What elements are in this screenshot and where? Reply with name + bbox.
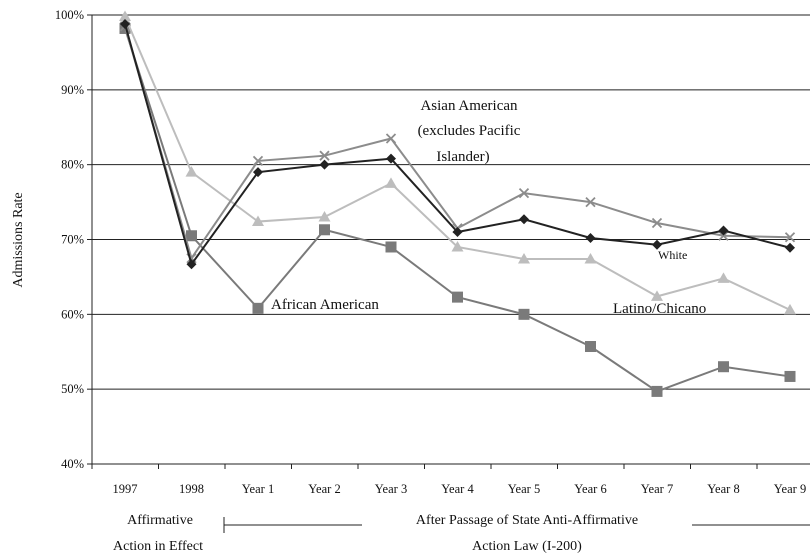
y-axis-title: Admissions Rate <box>11 192 26 287</box>
data-point <box>585 341 596 353</box>
period-after-line-1: After Passage of State Anti-Affirmative <box>416 513 638 528</box>
gridlines <box>92 14 810 390</box>
data-point <box>252 302 264 314</box>
data-point <box>252 215 264 227</box>
period-before-line-2: Action in Effect <box>113 539 203 554</box>
data-point <box>784 303 796 315</box>
x-tick-label: Year 8 <box>707 482 739 496</box>
data-point <box>253 167 263 178</box>
data-point <box>318 211 331 222</box>
data-point <box>385 133 397 144</box>
asian-label-line-1: Asian American <box>420 98 518 114</box>
data-point <box>784 370 796 382</box>
x-tick-label: Year 1 <box>242 482 274 496</box>
data-point <box>584 252 597 264</box>
data-point <box>519 214 529 225</box>
data-point <box>651 385 663 397</box>
data-point <box>784 232 796 243</box>
data-point <box>518 187 530 199</box>
data-point <box>386 153 396 164</box>
y-tick-label: 80% <box>61 158 84 172</box>
data-point <box>651 217 663 229</box>
series-triangle <box>119 10 796 315</box>
series-x <box>119 21 796 264</box>
data-point <box>452 227 463 238</box>
series-diamond <box>120 18 795 270</box>
data-point <box>785 242 795 253</box>
data-point <box>451 240 464 252</box>
series-square <box>119 22 796 397</box>
x-tick-label: Year 2 <box>308 482 340 496</box>
x-tick-label: Year 3 <box>375 482 407 496</box>
data-point <box>185 166 198 177</box>
x-tick-label: Year 4 <box>441 482 474 496</box>
data-point <box>119 10 131 21</box>
y-tick-label: 90% <box>61 83 84 97</box>
african-american-label: African American <box>271 297 379 313</box>
data-point <box>717 272 730 283</box>
period-before: Affirmative Action in Effect <box>113 513 203 554</box>
data-point <box>718 225 729 236</box>
latino-chicano-label: Latino/Chicano <box>613 301 706 317</box>
data-point <box>186 259 197 270</box>
y-tick-label: 100% <box>55 8 84 22</box>
period-before-line-1: Affirmative <box>127 513 193 528</box>
asian-label-line-2: (excludes Pacific <box>418 123 521 139</box>
data-point <box>452 291 463 303</box>
data-point <box>120 18 130 29</box>
series-line <box>124 25 791 261</box>
data-point <box>319 150 330 161</box>
period-after: After Passage of State Anti-Affirmative … <box>223 513 810 554</box>
y-tick-label: 40% <box>61 457 84 471</box>
period-after-line-2: Action Law (I-200) <box>472 539 582 554</box>
x-tick-label: Year 9 <box>774 482 806 496</box>
data-point <box>518 252 530 264</box>
data-point <box>585 196 596 208</box>
data-point <box>319 159 330 170</box>
data-point <box>385 177 397 188</box>
x-tick-label: 1998 <box>179 482 204 496</box>
data-point <box>651 290 663 301</box>
data-point <box>518 308 530 320</box>
asian-label-line-3: Islander) <box>436 149 489 165</box>
y-tick-label: 50% <box>61 382 84 396</box>
x-axis-ticks: 1997 1998 Year 1 Year 2 Year 3 Year 4 Year 5 Ye… <box>91 464 806 496</box>
y-axis-ticks: 40% 50% 60% 70% 80% 90% 100% <box>55 8 92 471</box>
data-point <box>186 230 197 242</box>
data-point <box>385 241 397 253</box>
data-point <box>718 230 729 241</box>
x-tick-label: 1997 <box>113 482 138 496</box>
series-layer <box>119 10 796 397</box>
data-point <box>652 239 662 250</box>
y-tick-label: 70% <box>61 233 84 247</box>
y-tick-label: 60% <box>61 307 84 321</box>
data-point <box>718 361 729 373</box>
data-point <box>319 224 330 236</box>
data-point <box>252 155 264 167</box>
asian-american-annotation: Asian American (excludes Pacific Islande… <box>418 98 521 165</box>
x-tick-label: Year 7 <box>641 482 673 496</box>
data-point <box>585 233 596 244</box>
x-tick-label: Year 5 <box>508 482 540 496</box>
x-tick-label: Year 6 <box>574 482 606 496</box>
white-label: White <box>658 248 687 262</box>
